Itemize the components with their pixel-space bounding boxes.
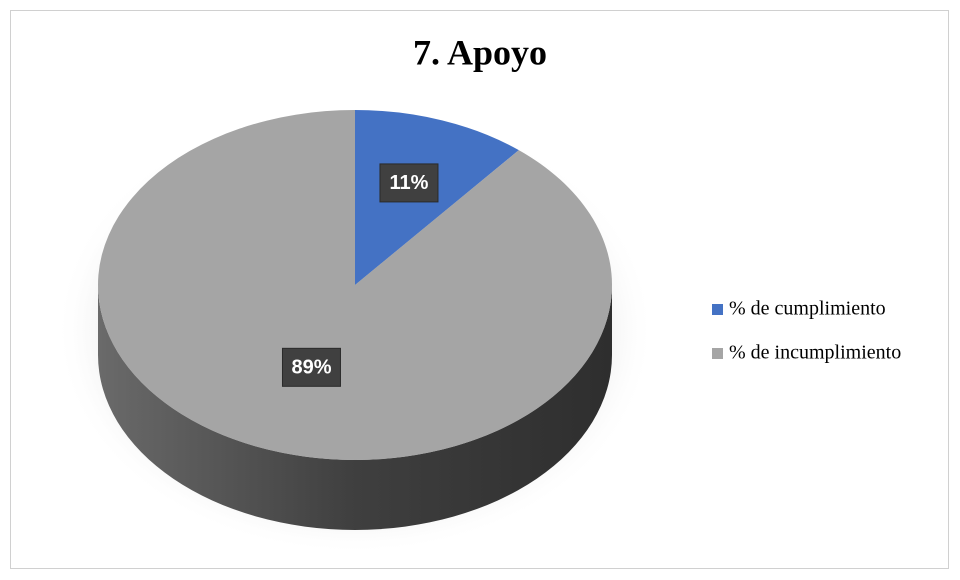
- data-label-box: [379, 163, 439, 203]
- legend-label: % de cumplimiento: [729, 298, 886, 320]
- chart-title: 7. Apoyo: [413, 32, 547, 72]
- data-label: 11%: [390, 172, 429, 194]
- pie-slice: [98, 110, 613, 461]
- data-label: 89%: [291, 357, 331, 379]
- data-label-box: [281, 347, 341, 387]
- legend-swatch: [712, 304, 723, 315]
- legend-label: % de incumplimiento: [729, 342, 901, 364]
- legend-swatch: [712, 348, 723, 359]
- pie-side: [98, 285, 612, 530]
